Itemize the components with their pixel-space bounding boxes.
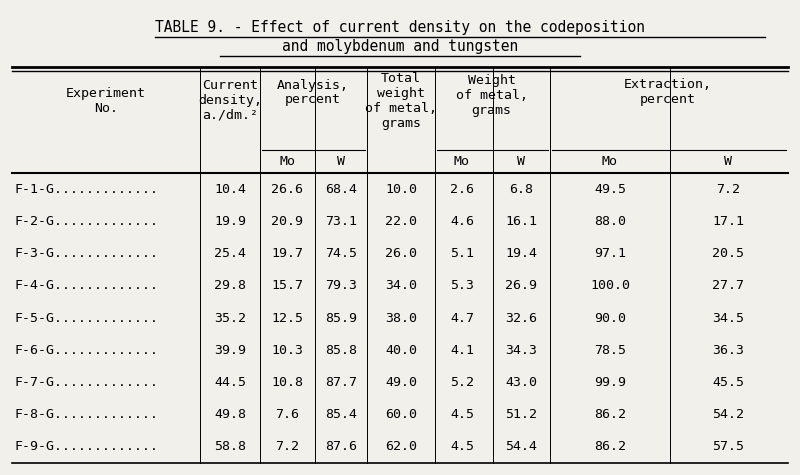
Text: F-8-G.............: F-8-G............. xyxy=(14,408,158,421)
Text: Mo: Mo xyxy=(602,155,618,168)
Text: W: W xyxy=(724,155,732,168)
Text: 4.5: 4.5 xyxy=(450,440,474,454)
Text: 19.4: 19.4 xyxy=(505,247,537,260)
Text: 54.2: 54.2 xyxy=(712,408,744,421)
Text: 49.8: 49.8 xyxy=(214,408,246,421)
Text: 58.8: 58.8 xyxy=(214,440,246,454)
Text: 20.5: 20.5 xyxy=(712,247,744,260)
Text: Mo: Mo xyxy=(454,155,470,168)
Text: W: W xyxy=(337,155,345,168)
Text: 16.1: 16.1 xyxy=(505,215,537,228)
Text: 34.0: 34.0 xyxy=(385,279,417,292)
Text: Experiment
No.: Experiment No. xyxy=(66,86,146,114)
Text: 73.1: 73.1 xyxy=(325,215,357,228)
Text: 62.0: 62.0 xyxy=(385,440,417,454)
Text: 45.5: 45.5 xyxy=(712,376,744,389)
Text: F-5-G.............: F-5-G............. xyxy=(14,312,158,324)
Text: 6.8: 6.8 xyxy=(509,182,533,196)
Text: F-4-G.............: F-4-G............. xyxy=(14,279,158,292)
Text: 4.1: 4.1 xyxy=(450,344,474,357)
Text: 74.5: 74.5 xyxy=(325,247,357,260)
Text: 85.8: 85.8 xyxy=(325,344,357,357)
Text: Extraction,
percent: Extraction, percent xyxy=(624,78,712,106)
Text: 86.2: 86.2 xyxy=(594,408,626,421)
Text: and molybdenum and tungsten: and molybdenum and tungsten xyxy=(282,39,518,54)
Text: 88.0: 88.0 xyxy=(594,215,626,228)
Text: 29.8: 29.8 xyxy=(214,279,246,292)
Text: 32.6: 32.6 xyxy=(505,312,537,324)
Text: 7.2: 7.2 xyxy=(716,182,740,196)
Text: TABLE 9. - Effect of current density on the codeposition: TABLE 9. - Effect of current density on … xyxy=(155,20,645,35)
Text: 43.0: 43.0 xyxy=(505,376,537,389)
Text: 35.2: 35.2 xyxy=(214,312,246,324)
Text: 97.1: 97.1 xyxy=(594,247,626,260)
Text: 44.5: 44.5 xyxy=(214,376,246,389)
Text: 5.2: 5.2 xyxy=(450,376,474,389)
Text: 100.0: 100.0 xyxy=(590,279,630,292)
Text: 25.4: 25.4 xyxy=(214,247,246,260)
Text: 20.9: 20.9 xyxy=(271,215,303,228)
Text: 34.3: 34.3 xyxy=(505,344,537,357)
Text: F-9-G.............: F-9-G............. xyxy=(14,440,158,454)
Text: 10.8: 10.8 xyxy=(271,376,303,389)
Text: 26.9: 26.9 xyxy=(505,279,537,292)
Text: 49.5: 49.5 xyxy=(594,182,626,196)
Text: F-7-G.............: F-7-G............. xyxy=(14,376,158,389)
Text: 85.4: 85.4 xyxy=(325,408,357,421)
Text: 36.3: 36.3 xyxy=(712,344,744,357)
Text: 85.9: 85.9 xyxy=(325,312,357,324)
Text: 19.9: 19.9 xyxy=(214,215,246,228)
Text: 68.4: 68.4 xyxy=(325,182,357,196)
Text: 17.1: 17.1 xyxy=(712,215,744,228)
Text: 40.0: 40.0 xyxy=(385,344,417,357)
Text: Weight
of metal,
grams: Weight of metal, grams xyxy=(455,74,527,117)
Text: 5.3: 5.3 xyxy=(450,279,474,292)
Text: 87.7: 87.7 xyxy=(325,376,357,389)
Text: Current
density,
a./dm.²: Current density, a./dm.² xyxy=(198,79,262,122)
Text: 57.5: 57.5 xyxy=(712,440,744,454)
Text: Mo: Mo xyxy=(279,155,295,168)
Text: Analysis,
percent: Analysis, percent xyxy=(277,78,349,106)
Text: 7.6: 7.6 xyxy=(275,408,299,421)
Text: 87.6: 87.6 xyxy=(325,440,357,454)
Text: 49.0: 49.0 xyxy=(385,376,417,389)
Text: 22.0: 22.0 xyxy=(385,215,417,228)
Text: 19.7: 19.7 xyxy=(271,247,303,260)
Text: 10.0: 10.0 xyxy=(385,182,417,196)
Text: 10.4: 10.4 xyxy=(214,182,246,196)
Text: 51.2: 51.2 xyxy=(505,408,537,421)
Text: 4.6: 4.6 xyxy=(450,215,474,228)
Text: 15.7: 15.7 xyxy=(271,279,303,292)
Text: F-2-G.............: F-2-G............. xyxy=(14,215,158,228)
Text: F-1-G.............: F-1-G............. xyxy=(14,182,158,196)
Text: 39.9: 39.9 xyxy=(214,344,246,357)
Text: 54.4: 54.4 xyxy=(505,440,537,454)
Text: 79.3: 79.3 xyxy=(325,279,357,292)
Text: 60.0: 60.0 xyxy=(385,408,417,421)
Text: 27.7: 27.7 xyxy=(712,279,744,292)
Text: 90.0: 90.0 xyxy=(594,312,626,324)
Text: 86.2: 86.2 xyxy=(594,440,626,454)
Text: 5.1: 5.1 xyxy=(450,247,474,260)
Text: W: W xyxy=(517,155,525,168)
Text: 26.6: 26.6 xyxy=(271,182,303,196)
Text: 78.5: 78.5 xyxy=(594,344,626,357)
Text: 99.9: 99.9 xyxy=(594,376,626,389)
Text: 12.5: 12.5 xyxy=(271,312,303,324)
Text: 2.6: 2.6 xyxy=(450,182,474,196)
Text: 7.2: 7.2 xyxy=(275,440,299,454)
Text: F-6-G.............: F-6-G............. xyxy=(14,344,158,357)
Text: Total
weight
of metal,
grams: Total weight of metal, grams xyxy=(365,72,437,130)
Text: 4.7: 4.7 xyxy=(450,312,474,324)
Text: 4.5: 4.5 xyxy=(450,408,474,421)
Text: 10.3: 10.3 xyxy=(271,344,303,357)
Text: F-3-G.............: F-3-G............. xyxy=(14,247,158,260)
Text: 38.0: 38.0 xyxy=(385,312,417,324)
Text: 26.0: 26.0 xyxy=(385,247,417,260)
Text: 34.5: 34.5 xyxy=(712,312,744,324)
